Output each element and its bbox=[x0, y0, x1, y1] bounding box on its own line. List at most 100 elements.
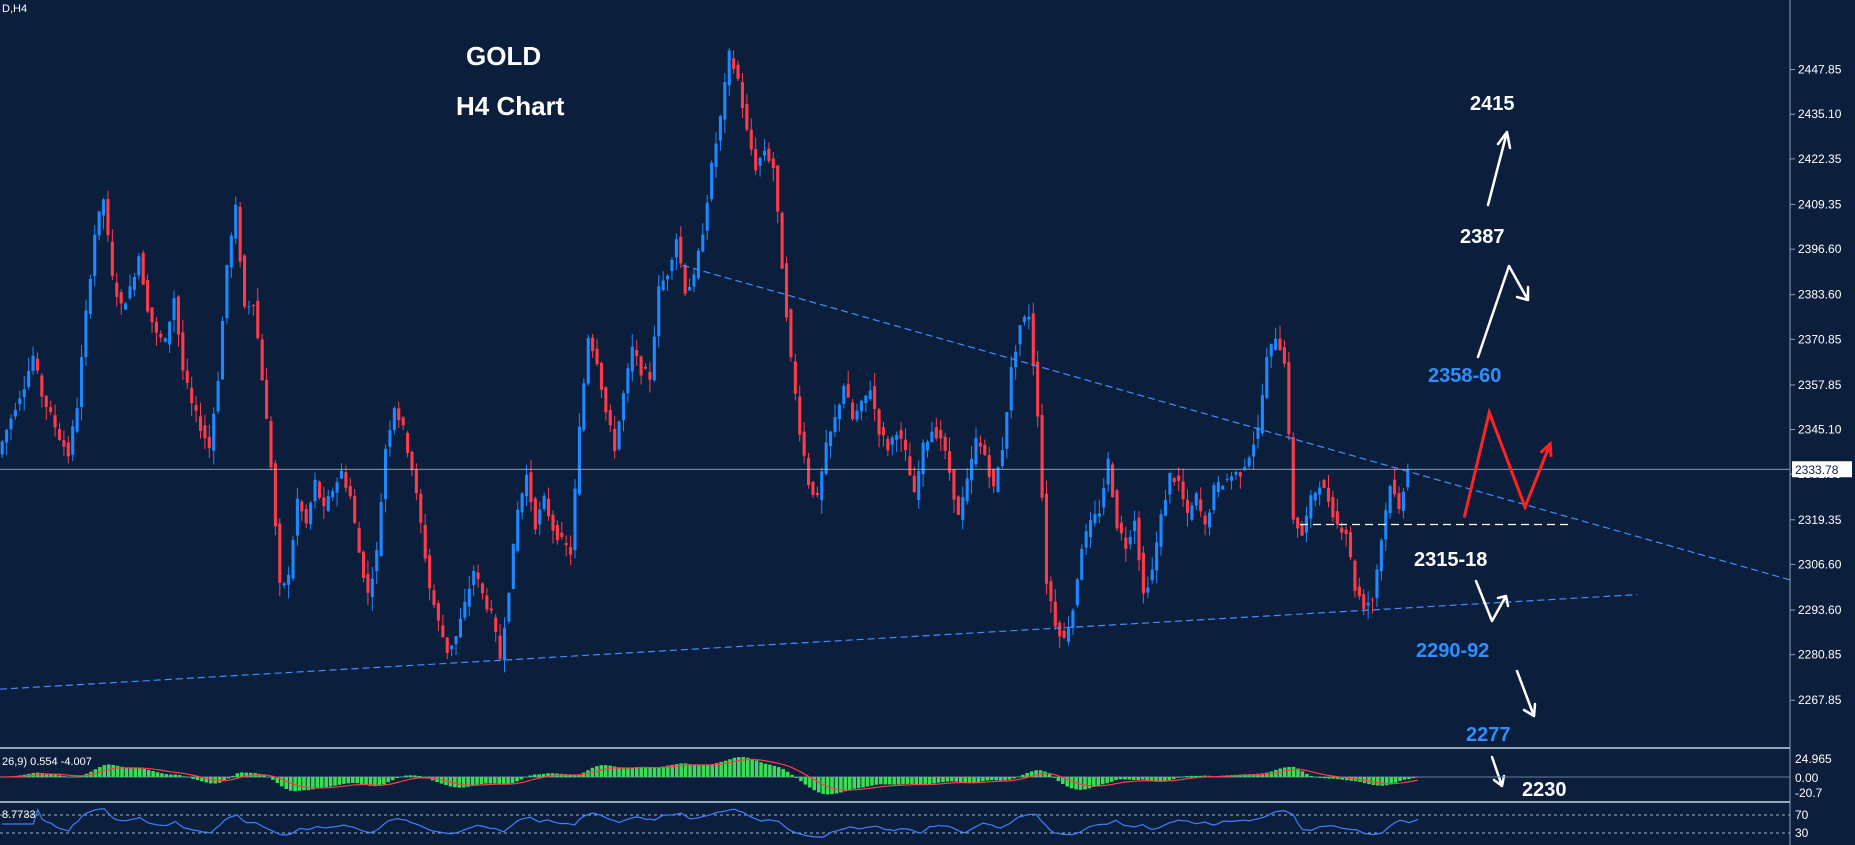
candle bbox=[952, 469, 956, 513]
annotation-2358-60: 2358-60 bbox=[1428, 365, 1501, 387]
candle bbox=[754, 137, 758, 175]
candle bbox=[410, 450, 414, 477]
annotation-2315-18: 2315-18 bbox=[1414, 549, 1487, 571]
price-tick-label: 2357.85 bbox=[1798, 378, 1842, 392]
candle bbox=[1177, 466, 1181, 492]
candle bbox=[1080, 544, 1084, 581]
candle bbox=[1036, 350, 1040, 428]
candle bbox=[13, 402, 17, 420]
candle bbox=[851, 398, 855, 422]
annotation-2277: 2277 bbox=[1466, 724, 1511, 746]
candle bbox=[714, 132, 718, 178]
candle bbox=[895, 431, 899, 452]
candle bbox=[88, 274, 92, 319]
candle bbox=[807, 452, 811, 489]
candle bbox=[1000, 436, 1004, 469]
candle bbox=[520, 491, 524, 520]
candle bbox=[71, 420, 75, 462]
candle bbox=[256, 287, 260, 340]
candle bbox=[507, 592, 511, 625]
candle bbox=[776, 165, 780, 224]
price-tick-label: 2396.60 bbox=[1798, 242, 1842, 256]
candle bbox=[1269, 343, 1273, 369]
candle bbox=[1401, 487, 1405, 519]
candle bbox=[168, 321, 172, 353]
candle bbox=[736, 60, 740, 82]
candle bbox=[260, 334, 264, 381]
candle bbox=[1260, 383, 1264, 436]
candle bbox=[648, 362, 652, 393]
candle bbox=[1115, 488, 1119, 532]
candle bbox=[1353, 559, 1357, 598]
candle bbox=[278, 518, 282, 597]
candle bbox=[560, 522, 564, 540]
arrow-down-2277 bbox=[1490, 755, 1506, 788]
candle bbox=[339, 463, 344, 480]
candle bbox=[1406, 463, 1410, 491]
candle bbox=[476, 564, 480, 588]
candle bbox=[172, 290, 176, 333]
macd-header: 26,9) 0.554 -4.007 bbox=[2, 756, 92, 768]
macd-tick-zero: 0.00 bbox=[1795, 771, 1819, 785]
candle bbox=[974, 427, 978, 468]
candle bbox=[273, 460, 277, 536]
candle bbox=[1344, 526, 1348, 547]
candle bbox=[1309, 489, 1313, 529]
price-tick-label: 2319.35 bbox=[1798, 513, 1842, 527]
candle bbox=[912, 466, 916, 494]
candle bbox=[291, 535, 295, 581]
candle bbox=[1168, 472, 1172, 504]
candle bbox=[555, 520, 559, 545]
candle bbox=[353, 489, 357, 525]
candle bbox=[40, 373, 44, 408]
candle bbox=[837, 403, 841, 432]
candle bbox=[216, 371, 220, 414]
candle bbox=[1234, 470, 1238, 480]
candle bbox=[1199, 487, 1203, 518]
candle bbox=[335, 477, 339, 507]
candle bbox=[229, 232, 233, 278]
candle bbox=[908, 442, 912, 476]
candle bbox=[815, 486, 819, 498]
candle bbox=[1371, 597, 1375, 614]
candle bbox=[1022, 314, 1026, 326]
candle bbox=[617, 420, 621, 451]
candle bbox=[1278, 325, 1282, 351]
candle bbox=[666, 273, 670, 291]
candle bbox=[939, 419, 943, 452]
price-tick-label: 2267.85 bbox=[1798, 693, 1842, 707]
candle bbox=[661, 271, 665, 292]
candle bbox=[203, 414, 207, 450]
candle bbox=[802, 422, 806, 464]
price-tick-label: 2435.10 bbox=[1798, 107, 1842, 121]
candle bbox=[75, 397, 79, 434]
candle bbox=[432, 584, 436, 609]
candle bbox=[1137, 511, 1141, 572]
candle bbox=[1291, 432, 1295, 524]
candle bbox=[238, 202, 242, 268]
candle bbox=[370, 567, 374, 611]
candle bbox=[309, 501, 313, 530]
candle bbox=[198, 402, 203, 439]
candle bbox=[688, 278, 692, 291]
candle bbox=[375, 541, 379, 584]
candle bbox=[710, 160, 714, 202]
candle bbox=[1106, 452, 1110, 492]
candle bbox=[1119, 515, 1123, 541]
candle bbox=[683, 263, 687, 297]
macd-panel: 26,9) 0.554 -4.007 24.965 0.00 -20.7 bbox=[0, 747, 1832, 800]
candle bbox=[996, 465, 1000, 493]
candle bbox=[1322, 478, 1326, 489]
price-tick-label: 2306.60 bbox=[1798, 557, 1842, 571]
candle bbox=[344, 465, 348, 493]
candle bbox=[1172, 476, 1176, 486]
candle bbox=[516, 501, 520, 553]
candle bbox=[322, 486, 326, 520]
candle bbox=[582, 377, 586, 433]
rsi-header: 8.7733 bbox=[2, 809, 36, 821]
candle bbox=[608, 404, 612, 433]
candle bbox=[102, 198, 106, 230]
candle bbox=[525, 464, 529, 507]
candle bbox=[798, 385, 802, 442]
